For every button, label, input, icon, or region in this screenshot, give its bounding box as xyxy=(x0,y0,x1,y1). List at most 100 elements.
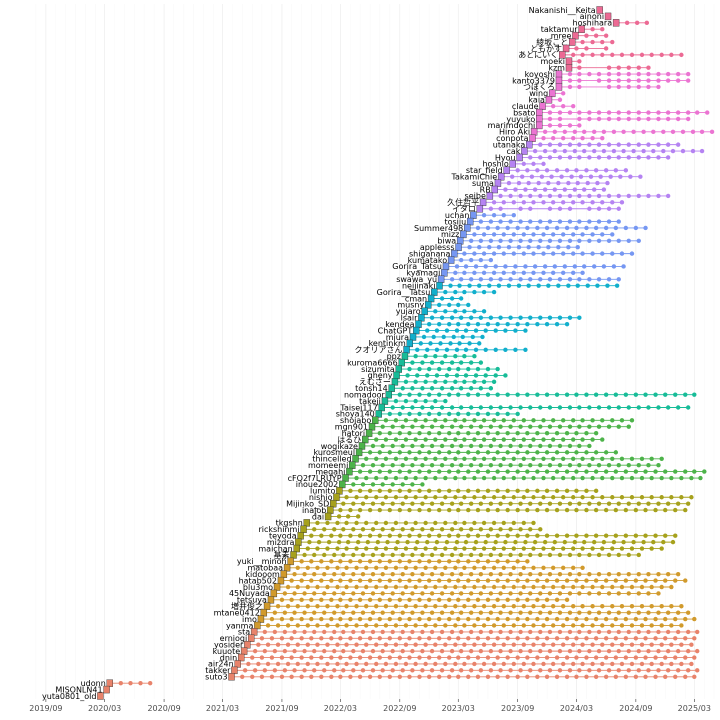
activity-point xyxy=(397,450,403,455)
activity-point xyxy=(590,546,595,551)
activity-point xyxy=(636,110,641,115)
user-avatar xyxy=(231,666,238,675)
activity-point xyxy=(616,206,621,211)
activity-point xyxy=(669,584,674,590)
activity-point xyxy=(295,565,300,570)
activity-point xyxy=(531,161,536,167)
activity-point xyxy=(633,636,639,641)
x-tick-label: 2020/03 xyxy=(88,704,121,713)
activity-point xyxy=(544,674,550,679)
activity-point xyxy=(685,78,691,83)
activity-point xyxy=(528,591,533,596)
activity-point xyxy=(653,578,658,583)
activity-point xyxy=(538,648,543,654)
activity-point xyxy=(574,533,579,538)
activity-point xyxy=(466,430,471,436)
activity-point xyxy=(564,488,570,494)
activity-point xyxy=(380,610,385,615)
activity-point xyxy=(560,232,566,237)
activity-point xyxy=(606,501,612,506)
activity-point xyxy=(626,110,631,115)
activity-point xyxy=(626,193,631,199)
activity-point xyxy=(348,597,353,603)
activity-point xyxy=(656,501,661,506)
user-avatar xyxy=(521,147,528,155)
activity-point xyxy=(554,321,560,327)
activity-point xyxy=(460,334,465,340)
activity-point xyxy=(472,584,477,590)
activity-point xyxy=(593,507,599,513)
activity-point xyxy=(577,155,582,160)
activity-point xyxy=(282,591,288,596)
activity-point xyxy=(426,578,432,583)
activity-point xyxy=(475,469,481,474)
activity-point xyxy=(508,462,513,468)
activity-point xyxy=(541,251,546,256)
activity-point xyxy=(443,456,448,461)
activity-point xyxy=(390,552,395,558)
user-avatar xyxy=(415,320,422,328)
activity-point xyxy=(357,636,363,641)
activity-point xyxy=(505,655,510,660)
activity-point xyxy=(354,661,359,667)
activity-point xyxy=(501,418,506,423)
activity-point xyxy=(390,462,395,468)
activity-point xyxy=(439,386,445,391)
activity-point xyxy=(541,584,546,590)
activity-point xyxy=(552,187,558,192)
activity-point xyxy=(478,315,484,320)
user-avatar xyxy=(421,307,428,316)
activity-point xyxy=(456,488,461,494)
activity-point xyxy=(611,264,617,269)
activity-point xyxy=(449,552,455,558)
activity-point xyxy=(595,180,600,186)
activity-point xyxy=(606,142,612,147)
activity-point xyxy=(383,661,389,667)
activity-point xyxy=(312,610,317,615)
activity-point xyxy=(550,232,556,237)
activity-point xyxy=(554,655,560,660)
activity-point xyxy=(531,456,536,461)
activity-point xyxy=(683,636,688,641)
activity-point xyxy=(420,591,425,596)
activity-point xyxy=(619,456,625,461)
activity-point xyxy=(403,565,409,570)
activity-point xyxy=(458,462,464,468)
activity-point xyxy=(466,578,471,583)
activity-point xyxy=(538,527,543,532)
activity-point xyxy=(436,430,442,436)
activity-point xyxy=(472,642,477,647)
activity-point xyxy=(560,642,566,647)
activity-point xyxy=(542,129,548,135)
user-label: つぼくろ xyxy=(523,83,555,92)
user-avatar xyxy=(368,423,376,431)
activity-point xyxy=(619,661,625,667)
user-label: sta xyxy=(238,628,250,637)
activity-point xyxy=(357,533,363,538)
activity-point xyxy=(478,527,484,532)
activity-point xyxy=(462,270,467,276)
activity-point xyxy=(259,655,265,660)
activity-point xyxy=(554,488,560,494)
activity-point xyxy=(656,78,661,83)
activity-point xyxy=(557,123,563,128)
activity-point xyxy=(458,552,464,558)
activity-point xyxy=(513,187,518,192)
activity-point xyxy=(675,78,681,83)
activity-point xyxy=(367,507,373,513)
x-tick-label: 2021/03 xyxy=(206,704,239,713)
user-avatar xyxy=(479,198,487,207)
activity-point xyxy=(315,546,320,551)
user-avatar xyxy=(327,506,334,514)
activity-point xyxy=(466,469,471,474)
activity-point xyxy=(709,129,715,135)
activity-point xyxy=(587,668,592,673)
user-avatar xyxy=(388,384,395,392)
activity-point xyxy=(636,591,641,596)
user-label: kendea xyxy=(385,320,414,329)
activity-point xyxy=(608,174,613,179)
activity-point xyxy=(593,33,599,38)
activity-point xyxy=(498,629,503,635)
activity-point xyxy=(616,155,621,160)
activity-point xyxy=(463,347,469,352)
